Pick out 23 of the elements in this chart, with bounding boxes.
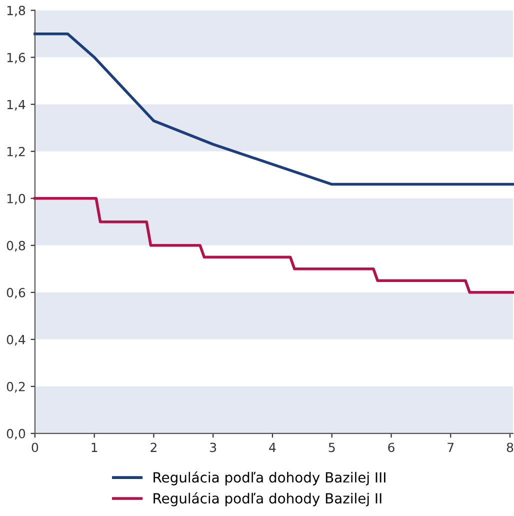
x-tick-label: 8 — [506, 442, 514, 452]
line-series — [34, 32, 514, 186]
y-tick-label: 0,4 — [6, 334, 26, 346]
legend-label: Regulácia podľa dohody Bazilej III — [154, 471, 386, 486]
y-tick-label: 1,0 — [7, 194, 26, 205]
legend-label: Regulácia podľa dohody Bazilej II — [154, 492, 382, 506]
x-tick-label: 2 — [150, 442, 156, 452]
x-tick-label: 6 — [388, 442, 394, 452]
x-tick-label: 7 — [448, 442, 454, 452]
y-tick-label: 1,4 — [7, 100, 26, 111]
x-tick-label: 3 — [210, 442, 216, 452]
x-tick-label: 4 — [269, 442, 276, 452]
y-tick-label: 0,6 — [6, 288, 26, 299]
line-series — [34, 196, 514, 294]
y-tick-label: 0,2 — [6, 382, 25, 393]
y-tick-label: 0,0 — [6, 428, 26, 440]
x-tick-label: 5 — [328, 442, 335, 452]
x-tick-label: 0 — [32, 442, 38, 452]
y-tick-label: 0,8 — [6, 240, 26, 252]
y-tick-label: 1,8 — [7, 6, 26, 17]
y-tick-label: 1,6 — [7, 52, 26, 64]
x-tick-label: 1 — [92, 442, 98, 452]
y-tick-label: 1,2 — [7, 146, 25, 158]
